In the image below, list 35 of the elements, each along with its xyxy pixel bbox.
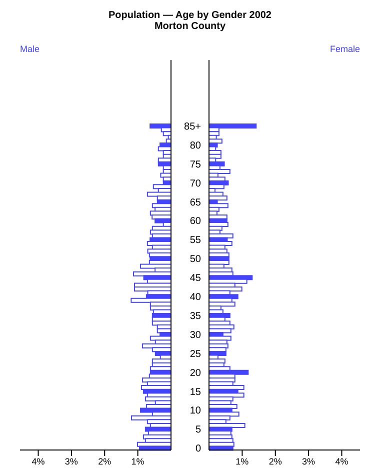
y-tick-label: 30 [190,330,202,341]
x-tick-label: 4% [32,456,45,466]
y-tick-label: 75 [190,159,202,170]
y-tick-label: 0 [195,444,202,455]
x-tick-label: 2% [268,456,282,466]
y-tick-label: 20 [190,368,202,379]
y-tick-label: 40 [190,292,202,304]
x-tick-label: 2% [98,456,112,466]
bar [209,168,230,174]
y-tick-label: 45 [190,273,202,284]
y-tick-label: 10 [190,406,202,417]
text: Female [330,44,360,54]
y-tick-label: 5 [195,424,202,436]
y-tick-label: 25 [190,348,202,360]
x-tick-label: 3% [302,456,316,466]
chart-title: Population — Age by Gender 2002 [108,10,272,21]
bar [209,302,236,307]
y-tick-label: 55 [190,235,202,246]
y-tick-label: 70 [190,178,202,190]
y-tick-label: 60 [190,216,202,228]
bar [209,184,224,190]
y-tick-label: 50 [190,254,202,266]
bar [150,124,171,128]
x-tick-label: 1% [236,456,249,466]
x-tick-label: 4% [335,456,348,466]
y-tick-label: 15 [190,386,202,398]
y-tick-label: 65 [190,197,202,208]
x-tick-label: 1% [131,456,144,466]
bar [209,124,257,128]
y-tick-label: 85+ [184,121,202,132]
y-tick-label: 80 [190,140,202,152]
text: Male [20,44,40,54]
x-tick-label: 3% [64,456,78,466]
y-tick-label: 35 [190,310,202,322]
chart-subtitle: Morton County [153,21,227,32]
